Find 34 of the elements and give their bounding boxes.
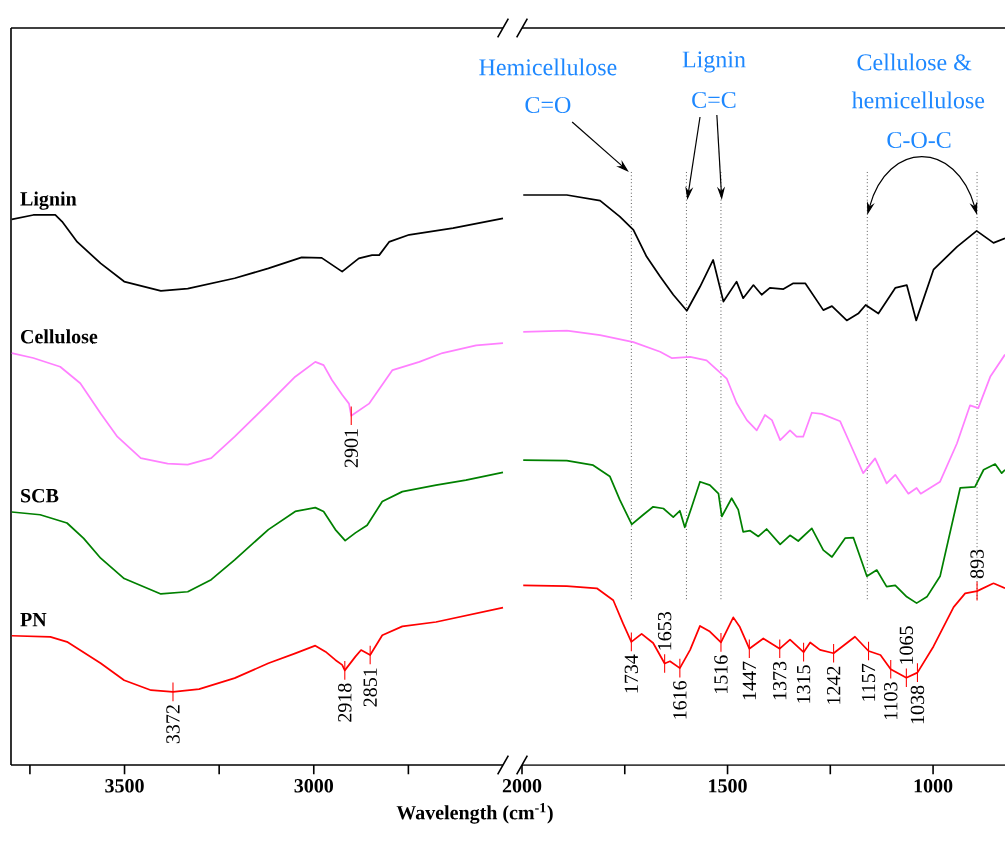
x-axis-title: Wavelength (cm$^{-1}$) <box>396 803 553 824</box>
series-label: Cellulose <box>21 329 98 344</box>
annotation: 1157 <box>861 663 876 701</box>
annotation: 1373 <box>773 661 787 700</box>
annotation: 3372 <box>166 705 180 744</box>
annotation: 893 <box>970 549 984 579</box>
x-tick-label: 3500 <box>105 779 144 793</box>
text: hemicellulose <box>851 91 985 109</box>
annotation: 1065 <box>899 626 914 664</box>
text: Hemicellulose <box>479 58 617 76</box>
annotation: 1734 <box>624 654 639 693</box>
series-label: Lignin <box>20 191 77 210</box>
text: C-O-C <box>887 131 951 149</box>
x-tick-label: 3000 <box>294 779 334 793</box>
annotation: 1103 <box>883 682 898 720</box>
series-label: PN <box>20 613 47 627</box>
annotation: 2901 <box>344 429 358 468</box>
x-tick-label: 1500 <box>709 779 747 793</box>
annotation: 2918 <box>338 683 352 722</box>
annotation: 1616 <box>673 680 687 719</box>
annotation: 1315 <box>796 665 811 703</box>
x-tick-label: 2000 <box>502 779 542 793</box>
text: Cellulose & <box>857 53 972 71</box>
annotation: 1447 <box>742 661 756 700</box>
series-label: SCB <box>21 488 59 503</box>
annotation: 1038 <box>910 685 925 724</box>
text: C=O <box>525 96 571 114</box>
annotation: 1516 <box>714 655 728 693</box>
annotation: 1242 <box>826 666 841 704</box>
annotation: 1653 <box>657 612 672 650</box>
text: C=C <box>692 91 736 109</box>
x-tick-label: 1000 <box>914 779 953 793</box>
text: Lignin <box>682 51 746 73</box>
annotation: 2851 <box>363 668 377 707</box>
